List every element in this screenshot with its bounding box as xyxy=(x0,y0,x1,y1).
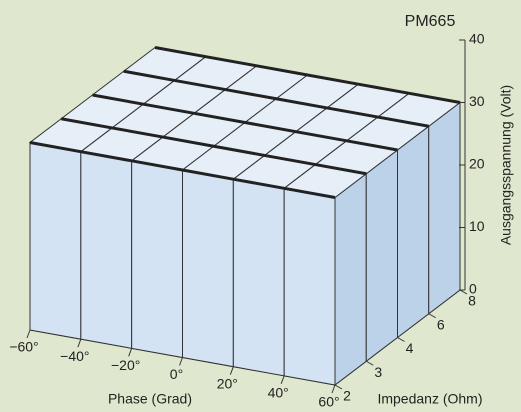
side-panel xyxy=(428,101,461,315)
y-tick-label: 3 xyxy=(374,364,382,380)
y-tick xyxy=(334,384,343,390)
x-tick xyxy=(128,348,133,357)
x-tick-label: 0° xyxy=(170,366,183,382)
y-tick-label: 4 xyxy=(406,340,414,356)
front-panel xyxy=(80,151,133,349)
y-tick-label: 8 xyxy=(468,293,476,309)
surface-row xyxy=(92,93,398,152)
x-tick-label: −60° xyxy=(9,339,38,355)
surface-row xyxy=(29,141,336,199)
y-tick xyxy=(428,313,436,319)
z-tick-label: 30 xyxy=(469,93,485,109)
y-tick xyxy=(397,337,405,342)
front-panel xyxy=(131,160,183,359)
z-axis-label: Ausgangsspannung (Volt) xyxy=(498,85,514,245)
x-tick-label: 20° xyxy=(217,375,238,391)
x-tick xyxy=(179,357,183,366)
x-tick xyxy=(229,366,234,375)
y-tick xyxy=(366,360,374,366)
front-panel xyxy=(182,169,234,368)
z-tick-label: 40 xyxy=(469,31,485,47)
x-tick-label: −40° xyxy=(60,348,89,364)
x-tick-label: −20° xyxy=(111,357,140,373)
front-panel xyxy=(29,141,82,340)
z-tick-label: 0 xyxy=(469,281,477,297)
y-tick-label: 6 xyxy=(437,316,445,332)
x-tick xyxy=(77,338,82,348)
side-panel xyxy=(365,148,398,363)
surface-row xyxy=(154,46,461,104)
front-panel xyxy=(232,178,285,377)
x-tick xyxy=(331,384,336,394)
front-panel xyxy=(283,187,336,386)
z-tick-label: 20 xyxy=(469,156,485,172)
x-tick xyxy=(26,329,31,339)
z-tick-label: 10 xyxy=(469,218,485,234)
chart-title: PM665 xyxy=(405,13,456,30)
surface-row xyxy=(123,69,430,128)
surface-row xyxy=(60,117,367,176)
x-axis-label: Phase (Grad) xyxy=(108,391,192,407)
y-tick-label: 2 xyxy=(343,388,351,404)
y-tick xyxy=(459,289,468,295)
y-axis-label: Impedanz (Ohm) xyxy=(377,391,482,407)
x-tick-label: 60° xyxy=(318,394,339,410)
side-panel xyxy=(397,125,430,339)
side-panel xyxy=(334,172,367,387)
x-tick-label: 40° xyxy=(268,385,289,401)
x-tick xyxy=(280,375,285,385)
